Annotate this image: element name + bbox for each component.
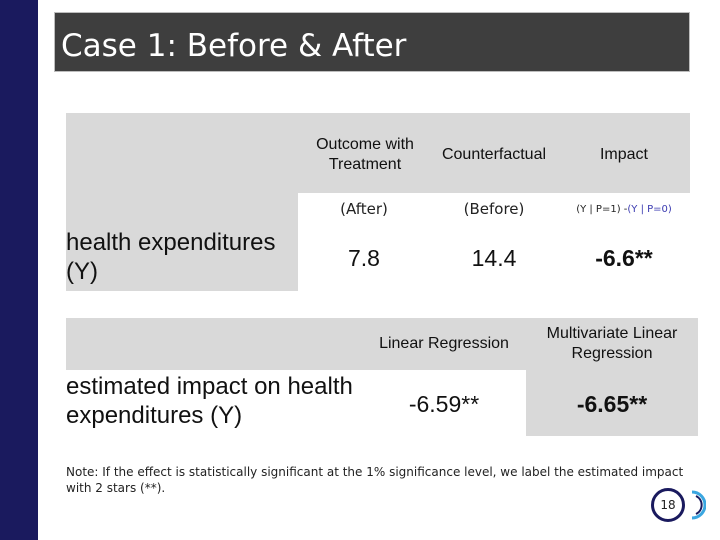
footnote: Note: If the effect is statistically sig… (66, 465, 684, 495)
table1-row-label-cell (66, 225, 298, 291)
header-impact: Impact (599, 146, 648, 163)
value-before: 14.4 (471, 244, 517, 271)
header-counterfactual: Counterfactual (441, 146, 547, 163)
formula-treated: (Y | P=1) - (576, 203, 628, 215)
left-sidebar-decoration (0, 0, 38, 540)
table1-row-label: health expenditures (Y) (66, 229, 276, 285)
title-bar: Case 1: Before & After (54, 12, 690, 72)
subheader-impact-formula: (Y | P=1) - (Y | P=0) (558, 194, 690, 224)
table2-row-label: estimated impact on health expenditures … (66, 373, 353, 429)
table1-empty-corner (66, 113, 298, 225)
page-badge-arc-icon (691, 490, 706, 520)
table2-header-linear-cell (362, 318, 526, 370)
table1-header-band (298, 113, 690, 193)
value-linear-regression: -6.59** (408, 390, 480, 417)
value-after: 7.8 (348, 244, 380, 271)
slide-title: Case 1: Before & After (61, 28, 407, 64)
page-number: 18 (651, 488, 685, 522)
value-impact: -6.6** (595, 244, 653, 271)
header-linear-regression: Linear Regression (379, 335, 509, 352)
table2-multivariate-column (526, 318, 698, 436)
formula-untreated: (Y | P=0) (627, 203, 672, 215)
header-outcome-with-treatment: Outcome with Treatment (316, 136, 414, 173)
value-multivariate-regression: -6.65** (576, 390, 648, 417)
subheader-after: (After) (340, 200, 388, 218)
table2-empty-corner (66, 318, 362, 370)
header-multivariate-linear-regression: Multivariate Linear Regression (546, 325, 678, 362)
subheader-before: (Before) (463, 200, 525, 218)
